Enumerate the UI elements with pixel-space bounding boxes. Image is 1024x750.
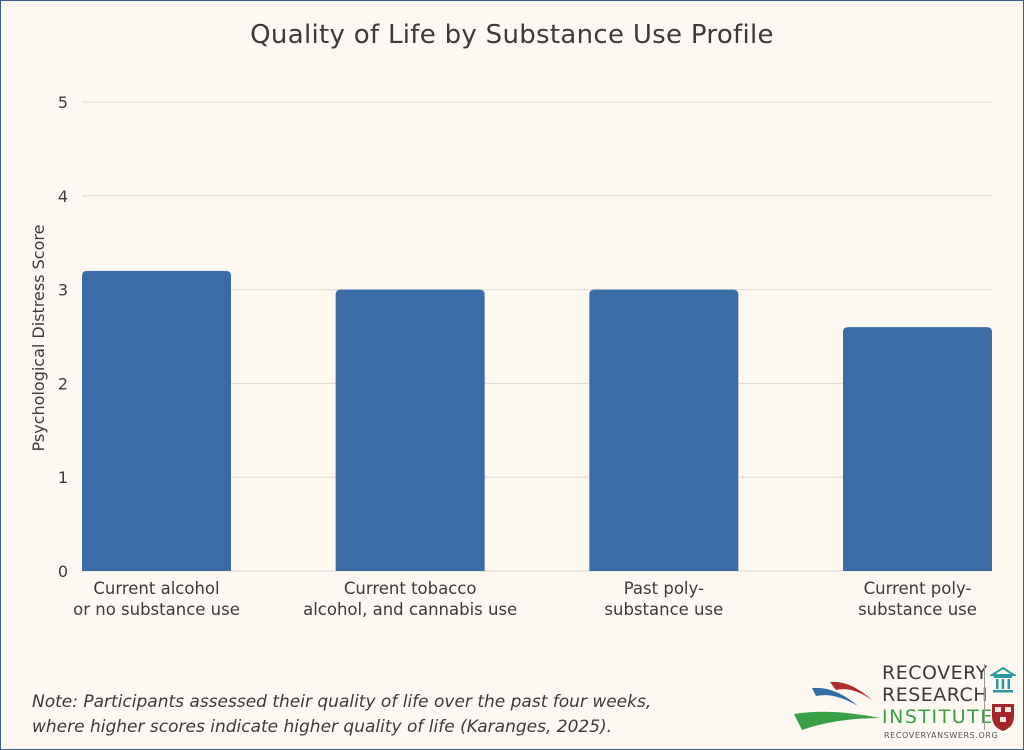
logo-url: RECOVERYANSWERS.ORG xyxy=(884,731,999,740)
bars xyxy=(82,270,992,571)
logo-text-line-1: RECOVERY xyxy=(882,662,988,684)
x-category-label: alcohol, and cannabis use xyxy=(303,600,517,619)
x-category-label: substance use xyxy=(858,600,977,619)
x-category-label: Current alcohol xyxy=(93,579,219,598)
footnote: Note: Participants assessed their qualit… xyxy=(32,690,732,740)
logo-divider xyxy=(984,664,985,730)
y-tick-label: 5 xyxy=(58,93,68,112)
shield-icon xyxy=(992,704,1014,731)
building-icon xyxy=(990,666,1016,693)
x-category-label: Past poly- xyxy=(624,579,704,598)
footnote-line-2: where higher scores indicate higher qual… xyxy=(32,717,613,737)
x-axis-labels: Current alcohol or no substance use Curren… xyxy=(73,579,977,619)
swoosh-logo-icon xyxy=(794,681,880,730)
y-tick-label: 2 xyxy=(58,374,68,393)
x-category-label: or no substance use xyxy=(73,600,240,619)
bar-chart: 0 1 2 3 4 5 Current alcohol or no substance us… xyxy=(29,93,992,619)
y-axis-label: Psychological Distress Score xyxy=(29,225,48,452)
bar xyxy=(335,289,485,571)
y-tick-label: 3 xyxy=(58,281,68,300)
y-axis-ticks: 0 1 2 3 4 5 xyxy=(58,93,68,581)
x-category-label: Current tobacco xyxy=(344,579,477,598)
logo-text-line-2: RESEARCH xyxy=(882,684,989,706)
logo-text-line-3: INSTITUTE xyxy=(882,706,994,728)
x-category-label: substance use xyxy=(604,600,723,619)
chart-title: Quality of Life by Substance Use Profile xyxy=(250,20,774,50)
bar xyxy=(82,270,231,571)
bar xyxy=(843,327,992,571)
recovery-research-institute-logo: RECOVERY RESEARCH INSTITUTE RECOVERYANSW… xyxy=(790,660,1024,748)
gridlines xyxy=(82,101,992,572)
x-category-label: Current poly- xyxy=(864,579,972,598)
footnote-line-1: Note: Participants assessed their qualit… xyxy=(32,692,652,712)
y-tick-label: 1 xyxy=(58,468,68,487)
bar xyxy=(589,289,739,571)
y-tick-label: 4 xyxy=(58,187,68,206)
y-tick-label: 0 xyxy=(58,562,68,581)
